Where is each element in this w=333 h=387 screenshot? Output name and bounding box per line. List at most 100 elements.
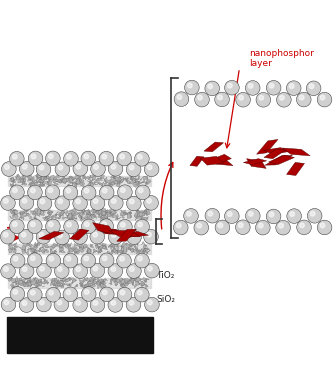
Polygon shape	[77, 175, 81, 176]
Polygon shape	[137, 213, 142, 216]
Polygon shape	[66, 278, 70, 282]
Polygon shape	[30, 249, 33, 254]
Polygon shape	[120, 279, 125, 284]
Polygon shape	[139, 280, 141, 281]
Polygon shape	[139, 211, 144, 216]
Polygon shape	[98, 250, 102, 253]
Polygon shape	[111, 246, 113, 249]
Polygon shape	[45, 177, 48, 180]
Circle shape	[195, 92, 209, 107]
Polygon shape	[104, 216, 106, 218]
Polygon shape	[142, 211, 145, 216]
Polygon shape	[79, 179, 82, 182]
Polygon shape	[135, 177, 137, 182]
Polygon shape	[25, 213, 29, 217]
Polygon shape	[144, 248, 147, 249]
Polygon shape	[12, 209, 15, 214]
Polygon shape	[130, 178, 134, 181]
Polygon shape	[27, 243, 30, 247]
Circle shape	[224, 209, 239, 223]
Polygon shape	[110, 212, 114, 215]
Polygon shape	[131, 279, 135, 281]
Polygon shape	[145, 182, 148, 186]
Polygon shape	[67, 184, 70, 186]
Circle shape	[287, 209, 301, 223]
Polygon shape	[126, 278, 131, 283]
Polygon shape	[69, 277, 72, 281]
Circle shape	[208, 84, 212, 89]
Polygon shape	[28, 177, 32, 181]
Polygon shape	[122, 279, 126, 282]
Polygon shape	[111, 279, 113, 281]
Polygon shape	[28, 248, 31, 250]
Polygon shape	[116, 182, 120, 187]
Polygon shape	[140, 248, 144, 252]
Polygon shape	[56, 183, 59, 185]
Polygon shape	[69, 178, 72, 183]
Polygon shape	[22, 175, 25, 177]
Polygon shape	[91, 208, 95, 214]
Polygon shape	[30, 284, 33, 287]
Circle shape	[57, 267, 62, 271]
Polygon shape	[144, 210, 147, 214]
Polygon shape	[86, 213, 90, 214]
Polygon shape	[42, 213, 45, 216]
Polygon shape	[13, 212, 17, 216]
Polygon shape	[56, 211, 59, 214]
Polygon shape	[142, 242, 144, 245]
Polygon shape	[14, 286, 17, 289]
Polygon shape	[41, 183, 45, 187]
Polygon shape	[91, 182, 94, 186]
Polygon shape	[62, 217, 65, 219]
Polygon shape	[30, 277, 31, 280]
Polygon shape	[30, 249, 34, 250]
Polygon shape	[69, 210, 74, 212]
Circle shape	[286, 81, 301, 96]
Circle shape	[73, 196, 88, 211]
Circle shape	[135, 253, 149, 268]
Polygon shape	[66, 215, 69, 218]
Polygon shape	[30, 179, 31, 180]
Polygon shape	[120, 250, 122, 254]
Circle shape	[145, 263, 159, 278]
Polygon shape	[14, 279, 17, 282]
Polygon shape	[34, 208, 40, 212]
Polygon shape	[141, 283, 144, 286]
Polygon shape	[10, 283, 13, 288]
Polygon shape	[21, 245, 26, 250]
Polygon shape	[27, 281, 31, 286]
Polygon shape	[204, 142, 223, 152]
Polygon shape	[27, 280, 30, 283]
Polygon shape	[13, 211, 18, 215]
Polygon shape	[54, 281, 57, 284]
Polygon shape	[107, 210, 111, 213]
Polygon shape	[53, 178, 56, 183]
Polygon shape	[40, 247, 44, 249]
Polygon shape	[103, 215, 106, 216]
Polygon shape	[60, 245, 64, 248]
Polygon shape	[121, 284, 126, 288]
Polygon shape	[61, 178, 66, 183]
Polygon shape	[81, 284, 83, 286]
Polygon shape	[131, 279, 134, 281]
Polygon shape	[133, 182, 139, 188]
Polygon shape	[17, 182, 19, 183]
Polygon shape	[128, 182, 131, 184]
Polygon shape	[111, 250, 113, 252]
Polygon shape	[64, 244, 68, 246]
Polygon shape	[12, 285, 14, 288]
Polygon shape	[39, 176, 42, 182]
Polygon shape	[23, 283, 29, 287]
Polygon shape	[55, 214, 57, 216]
Polygon shape	[39, 282, 41, 286]
Polygon shape	[130, 248, 134, 252]
Polygon shape	[127, 248, 130, 250]
Polygon shape	[90, 244, 94, 248]
Circle shape	[63, 253, 78, 268]
Polygon shape	[243, 159, 267, 164]
Polygon shape	[145, 279, 147, 282]
Polygon shape	[10, 177, 12, 179]
Circle shape	[111, 233, 116, 237]
Polygon shape	[97, 245, 99, 249]
Circle shape	[36, 229, 51, 244]
